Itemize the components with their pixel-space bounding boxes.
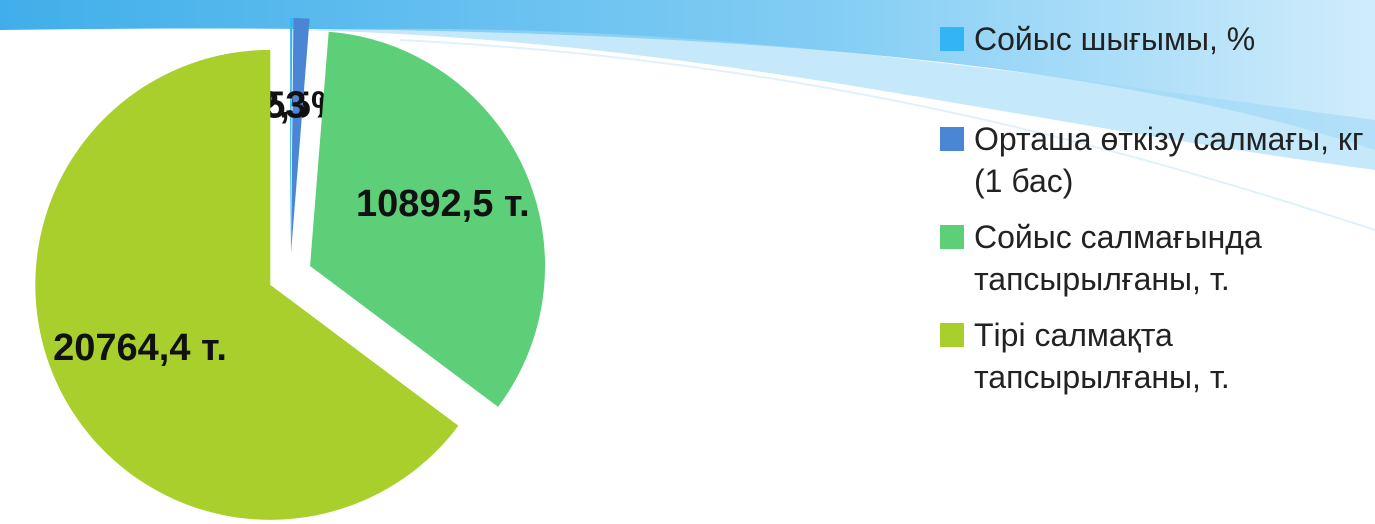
legend-swatch [940,323,964,347]
data-label: 20764,4 т. [53,327,227,369]
legend-label: Сойыс шығымы, % [974,21,1256,57]
legend-item: Сойыс шығымы, % [940,18,1370,60]
legend-swatch [940,27,964,51]
legend-swatch [940,225,964,249]
legend-label: Орташа өткізу салмағы, кг (1 бас) [974,121,1364,199]
data-label: 10892,5 т. [356,183,530,225]
legend: Сойыс шығымы, % Орташа өткізу салмағы, кг… [940,18,1370,412]
legend-label: Тірі салмақта тапсырылғаны, т. [974,317,1230,395]
pie-slice [290,18,293,254]
pie-slice [35,49,459,520]
legend-label: Сойыс салмағында тапсырылғаны, т. [974,219,1262,297]
legend-item: Орташа өткізу салмағы, кг (1 бас) [940,118,1370,202]
background-swoosh [0,0,1375,231]
legend-item: Тірі салмақта тапсырылғаны, т. [940,314,1370,398]
pie-slice [290,18,310,254]
legend-swatch [940,127,964,151]
legend-item: Сойыс салмағында тапсырылғаны, т. [940,216,1370,300]
pie-slice [310,31,546,407]
